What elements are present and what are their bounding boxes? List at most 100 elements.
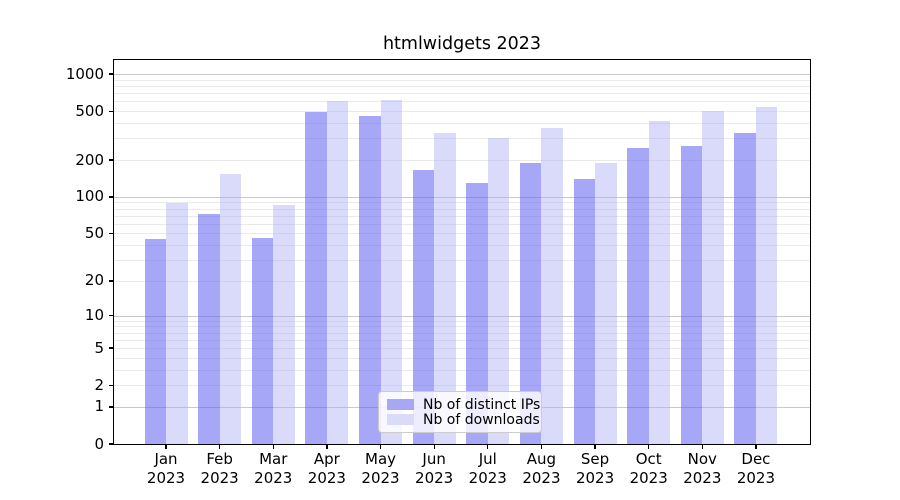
x-tick-month: Mar (259, 450, 288, 468)
minor-gridline (114, 101, 810, 103)
minor-gridline (114, 320, 810, 322)
bar-downloads-jan (166, 203, 188, 444)
x-tick-year: 2023 (415, 469, 454, 487)
x-tick-label: Apr 2023 (292, 450, 362, 488)
x-tick-year: 2023 (575, 469, 615, 487)
legend-item-distinct-ips: Nb of distinct IPs (387, 397, 540, 413)
bar-downloads-feb (219, 173, 242, 444)
x-tick-label: Feb 2023 (185, 450, 255, 488)
bar-distinct-ips-jan (144, 238, 166, 444)
bar-distinct-ips-apr (305, 111, 327, 444)
minor-gridline (114, 202, 810, 204)
x-tick-mark (540, 444, 543, 449)
bar-downloads-jul (487, 138, 510, 444)
y-tick-mark (108, 384, 114, 386)
y-tick-mark (108, 406, 114, 408)
legend-swatch-distinct-ips (387, 399, 414, 410)
x-tick-label: Jun 2023 (399, 450, 469, 488)
minor-gridline (114, 138, 810, 140)
minor-gridline (114, 93, 810, 95)
x-tick-mark (379, 444, 382, 449)
bar-distinct-ips-may (359, 115, 381, 444)
x-tick-year: 2023 (629, 469, 668, 487)
bar-downloads-oct (648, 121, 671, 444)
x-tick-year: 2023 (468, 469, 507, 487)
bar-downloads-dec (755, 107, 778, 444)
x-tick-mark (648, 444, 650, 449)
minor-gridline (114, 280, 810, 282)
minor-gridline (114, 326, 810, 328)
x-tick-year: 2023 (200, 469, 239, 487)
bar-downloads-apr (326, 101, 349, 444)
y-tick-mark (108, 159, 114, 161)
x-tick-label: Oct 2023 (614, 450, 684, 488)
x-tick-month: Nov (687, 450, 717, 468)
bar-distinct-ips-oct (627, 148, 649, 444)
x-tick-label: Jul 2023 (453, 450, 523, 488)
minor-gridline (114, 357, 810, 359)
x-tick-mark (487, 444, 489, 449)
x-tick-mark (272, 444, 274, 449)
bar-downloads-nov (702, 111, 724, 444)
x-tick-year: 2023 (522, 469, 561, 487)
x-tick-month: Oct (635, 450, 662, 468)
x-tick-month: Feb (206, 450, 233, 468)
x-tick-mark (701, 444, 703, 449)
minor-gridline (114, 215, 810, 217)
bars-layer (114, 60, 810, 444)
x-tick-mark (165, 444, 167, 449)
x-tick-mark (594, 444, 596, 449)
y-tick-mark (108, 196, 114, 198)
minor-gridline (114, 79, 810, 81)
minor-gridline (114, 223, 810, 225)
y-tick-label: 50 (84, 223, 104, 242)
minor-gridline (114, 332, 810, 334)
x-tick-label: Sep 2023 (560, 450, 630, 488)
major-gridline (114, 74, 810, 76)
x-tick-mark (219, 444, 221, 449)
y-tick-mark (108, 347, 114, 349)
bar-distinct-ips-mar (251, 237, 274, 444)
x-tick-year: 2023 (361, 469, 400, 487)
chart-title: htmlwidgets 2023 (382, 34, 542, 54)
y-tick-label: 2 (94, 375, 104, 394)
y-tick-mark (108, 73, 114, 75)
x-tick-label: Jan 2023 (131, 450, 201, 488)
minor-gridline (114, 123, 810, 125)
bar-downloads-jun (434, 133, 456, 444)
y-tick-label: 10 (84, 306, 104, 325)
legend-label-downloads: Nb of downloads (423, 411, 540, 428)
bar-downloads-sep (595, 162, 617, 444)
minor-gridline (114, 260, 810, 262)
bar-distinct-ips-nov (680, 146, 703, 444)
legend-swatch-downloads (387, 414, 414, 425)
minor-gridline (114, 160, 810, 161)
minor-gridline (114, 111, 810, 113)
major-gridline (114, 196, 810, 198)
x-tick-year: 2023 (683, 469, 722, 487)
x-tick-month: Sep (580, 450, 610, 468)
y-tick-label: 1000 (65, 64, 104, 83)
x-tick-mark (326, 444, 328, 449)
x-tick-label: Mar 2023 (238, 450, 308, 488)
y-tick-mark (108, 280, 114, 282)
bar-distinct-ips-dec (734, 133, 756, 444)
y-tick-label: 100 (75, 187, 104, 206)
x-tick-label: Aug 2023 (506, 450, 576, 488)
grid-layer (114, 60, 810, 444)
x-tick-mark (755, 444, 757, 449)
legend: Nb of distinct IPs Nb of downloads (378, 391, 542, 433)
y-tick-mark (108, 314, 114, 317)
x-tick-month: Dec (741, 450, 771, 468)
x-tick-year: 2023 (254, 469, 293, 487)
x-tick-month: Jul (478, 450, 497, 468)
y-tick-label: 1 (94, 397, 104, 416)
x-tick-month: Aug (526, 450, 557, 468)
x-tick-month: Jun (422, 450, 446, 468)
x-tick-month: Jan (154, 450, 178, 468)
minor-gridline (114, 245, 810, 247)
minor-gridline (114, 85, 810, 87)
x-tick-label: Nov 2023 (667, 450, 737, 488)
y-tick-label: 0 (94, 434, 104, 453)
